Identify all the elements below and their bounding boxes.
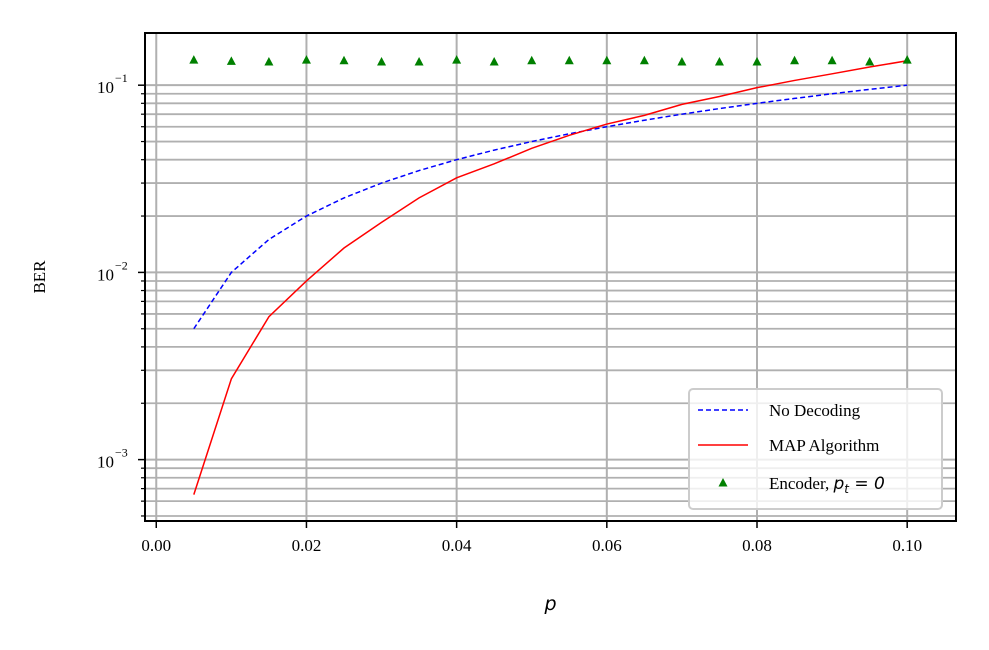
- data-point: [714, 56, 724, 66]
- data-point: [377, 56, 387, 66]
- data-point: [414, 56, 424, 66]
- x-axis-label: p: [543, 593, 556, 615]
- data-point: [489, 56, 499, 66]
- y-tick-label: 10 −1: [97, 71, 128, 97]
- x-tick-label: 0.06: [592, 536, 622, 555]
- y-tick-label-exponent: −3: [115, 446, 128, 460]
- x-tick-labels: 0.00 0.02 0.04 0.06 0.08 0.10: [141, 536, 922, 555]
- legend: No Decoding MAP Algorithm Encoder, pt = 0: [688, 388, 943, 510]
- y-tick-label: 10 −3: [97, 446, 128, 472]
- data-point: [452, 55, 462, 64]
- y-tick-label: 10 −2: [97, 258, 128, 284]
- y-tick-label-base: 10: [97, 78, 114, 97]
- series-no-decoding-line: [193, 84, 908, 330]
- legend-label: MAP Algorithm: [769, 436, 879, 455]
- data-point: [226, 56, 236, 65]
- data-point: [264, 56, 274, 66]
- y-tick-label-exponent: −1: [115, 71, 128, 85]
- data-point: [564, 55, 574, 65]
- series-encoder-markers: [189, 55, 912, 66]
- axis-ticks: [138, 84, 908, 528]
- x-tick-label: 0.00: [141, 536, 171, 555]
- y-axis-label: BER: [30, 260, 49, 294]
- legend-label: No Decoding: [769, 401, 861, 420]
- x-tick-label: 0.10: [892, 536, 922, 555]
- x-tick-label: 0.02: [292, 536, 322, 555]
- data-point: [189, 55, 199, 64]
- y-tick-label-base: 10: [97, 453, 114, 472]
- data-point: [902, 55, 912, 64]
- y-tick-label-base: 10: [97, 265, 114, 284]
- legend-label-tail: = 0: [849, 474, 885, 494]
- data-point: [865, 56, 875, 66]
- plot-frame: [144, 32, 957, 522]
- legend-box: [688, 388, 943, 510]
- legend-marker: [718, 478, 728, 487]
- legend-label-math: p: [832, 474, 844, 494]
- data-point: [639, 55, 649, 65]
- series-map-line: [193, 60, 908, 495]
- legend-label: Encoder, pt = 0: [769, 474, 885, 496]
- x-tick-label: 0.04: [442, 536, 472, 555]
- x-tick-label: 0.08: [742, 536, 772, 555]
- data-point: [752, 56, 762, 66]
- y-tick-labels: 10−310−210−1: [97, 71, 128, 471]
- data-point: [527, 55, 537, 65]
- data-point: [301, 55, 311, 64]
- data-point: [677, 56, 687, 66]
- series-layer: [189, 55, 912, 495]
- data-point: [339, 55, 349, 65]
- data-point: [790, 55, 800, 65]
- data-point: [827, 55, 837, 65]
- y-tick-label-exponent: −2: [115, 258, 128, 272]
- data-point: [602, 55, 612, 65]
- legend-label-subscript: t: [844, 482, 850, 496]
